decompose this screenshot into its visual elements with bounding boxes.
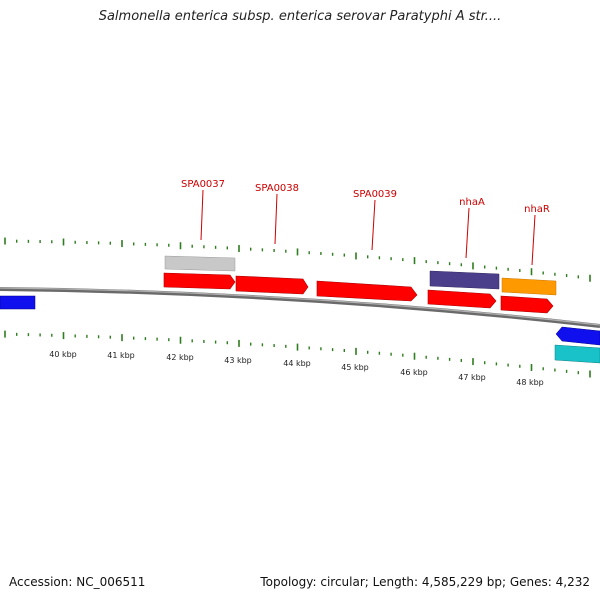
gene-arrow-nhar[interactable] bbox=[500, 295, 554, 314]
sequence-backbone-highlight bbox=[0, 287, 600, 326]
sequence-backbone bbox=[0, 287, 600, 328]
blue-feature-right[interactable] bbox=[555, 326, 600, 346]
gene-label-spa0039[interactable]: SPA0039 bbox=[353, 189, 397, 200]
cyan-feature[interactable] bbox=[554, 344, 600, 364]
scale-label: 46 kbp bbox=[400, 368, 428, 377]
scale-label: 42 kbp bbox=[166, 353, 194, 362]
purple-feature[interactable] bbox=[429, 270, 500, 290]
scale-label: 43 kbp bbox=[224, 356, 252, 365]
gene-arrow-nhaa[interactable] bbox=[427, 289, 497, 309]
leader-line-nhar bbox=[531, 214, 536, 266]
scale-label: 40 kbp bbox=[49, 350, 77, 359]
upper-tick-track bbox=[4, 237, 591, 282]
gene-label-nhaa[interactable]: nhaA bbox=[459, 197, 485, 208]
genome-summary-text: Topology: circular; Length: 4,585,229 bp… bbox=[260, 575, 590, 589]
accession-text: Accession: NC_006511 bbox=[9, 575, 146, 589]
scale-label: 47 kbp bbox=[458, 373, 486, 382]
scale-label: 48 kbp bbox=[516, 378, 544, 387]
blue-feature-left[interactable] bbox=[0, 295, 36, 310]
gene-label-spa0038[interactable]: SPA0038 bbox=[255, 183, 299, 194]
scale-label: 45 kbp bbox=[341, 363, 369, 372]
gene-arrow-spa0038[interactable] bbox=[235, 275, 309, 295]
map-title: Salmonella enterica subsp. enterica sero… bbox=[98, 9, 502, 24]
orange-feature[interactable] bbox=[501, 277, 557, 296]
leader-line-nhaa bbox=[465, 207, 470, 259]
leader-line-spa0039 bbox=[371, 199, 376, 251]
gene-arrow-spa0037[interactable] bbox=[163, 272, 236, 290]
gene-label-spa0037[interactable]: SPA0037 bbox=[181, 179, 225, 190]
leader-line-spa0038 bbox=[274, 193, 278, 245]
leader-line-spa0037 bbox=[200, 189, 204, 241]
scale-label: 44 kbp bbox=[283, 359, 311, 368]
gene-arrow-spa0039[interactable] bbox=[316, 280, 418, 302]
scale-label: 41 kbp bbox=[107, 351, 135, 360]
lower-tick-track bbox=[4, 330, 591, 378]
grey-feature[interactable] bbox=[164, 255, 236, 272]
gene-label-nhar[interactable]: nhaR bbox=[524, 204, 550, 215]
